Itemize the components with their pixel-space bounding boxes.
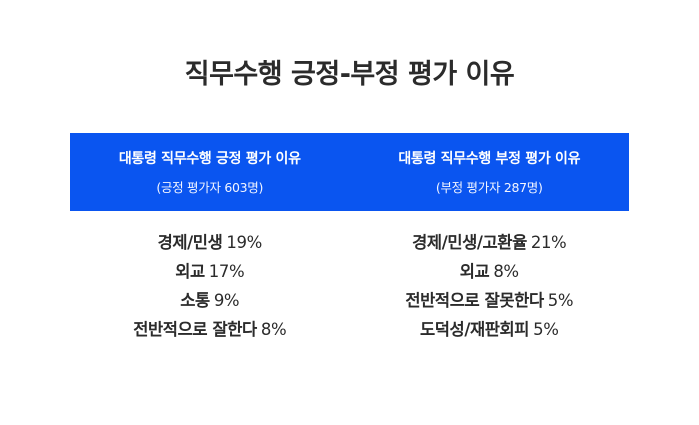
negative-heading: 대통령 직무수행 부정 평가 이유: [398, 151, 581, 167]
list-item: 전반적으로 잘못한다 5%: [405, 286, 573, 315]
reasons-lists: 경제/민생 19% 외교 17% 소통 9% 전반적으로 잘한다 8% 경제/민생/고환…: [70, 228, 629, 344]
reason-label: 경제/민생/고환율: [412, 233, 527, 252]
reason-label: 전반적으로 잘한다: [133, 320, 257, 339]
positive-reasons: 경제/민생 19% 외교 17% 소통 9% 전반적으로 잘한다 8%: [70, 228, 350, 344]
list-item: 외교 8%: [460, 257, 519, 286]
negative-reasons: 경제/민생/고환율 21% 외교 8% 전반적으로 잘못한다 5% 도덕성/재판회피 5…: [350, 228, 630, 344]
list-item: 전반적으로 잘한다 8%: [133, 315, 286, 344]
positive-header: 대통령 직무수행 긍정 평가 이유 (긍정 평가자 603명): [70, 133, 350, 211]
reason-label: 도덕성/재판회피: [420, 320, 530, 339]
header-band: 대통령 직무수행 긍정 평가 이유 (긍정 평가자 603명) 대통령 직무수행…: [70, 133, 629, 211]
page-title: 직무수행 긍정-부정 평가 이유: [184, 59, 515, 90]
list-item: 경제/민생 19%: [157, 228, 263, 257]
list-item: 도덕성/재판회피 5%: [420, 315, 559, 344]
reason-label: 전반적으로 잘못한다: [405, 291, 544, 310]
reason-percent: 8%: [260, 320, 287, 339]
positive-respondents: (긍정 평가자 603명): [156, 180, 264, 195]
reason-percent: 9%: [213, 291, 240, 310]
reason-percent: 5%: [533, 320, 559, 339]
negative-respondents: (부정 평가자 287명): [435, 180, 543, 195]
list-item: 경제/민생/고환율 21%: [412, 228, 567, 257]
reason-label: 경제/민생: [157, 233, 223, 252]
reason-percent: 17%: [208, 262, 245, 281]
reason-percent: 5%: [547, 291, 574, 310]
reason-label: 외교: [175, 262, 205, 281]
positive-heading: 대통령 직무수행 긍정 평가 이유: [118, 151, 301, 167]
reason-label: 외교: [459, 262, 490, 281]
negative-header: 대통령 직무수행 부정 평가 이유 (부정 평가자 287명): [350, 133, 630, 211]
list-item: 외교 17%: [175, 257, 244, 286]
reason-percent: 21%: [530, 233, 567, 252]
reason-label: 소통: [180, 291, 210, 310]
list-item: 소통 9%: [180, 286, 239, 315]
reason-percent: 8%: [493, 262, 519, 281]
reason-percent: 19%: [226, 233, 262, 252]
